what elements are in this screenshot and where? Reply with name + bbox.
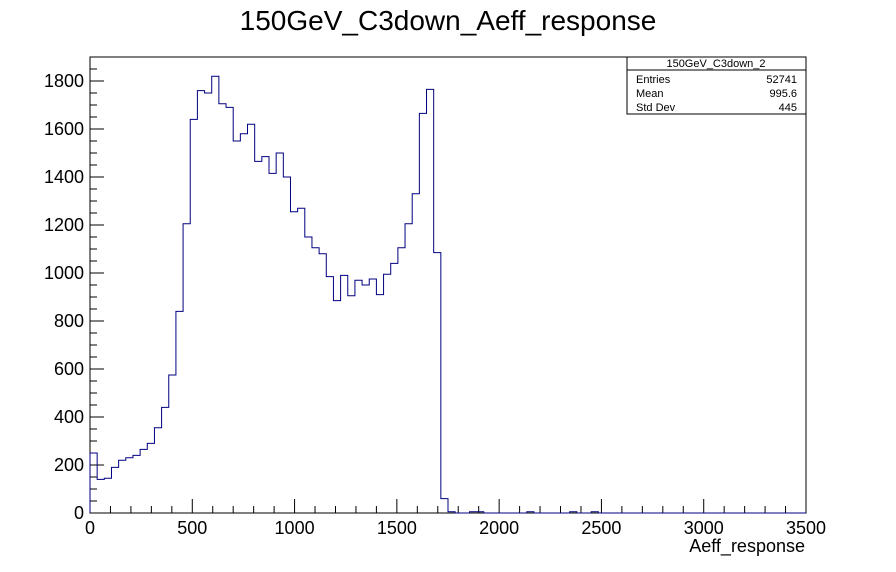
histogram-bin [183,224,190,513]
histogram-bin [333,301,340,513]
histogram-bin [212,76,219,513]
histogram-bin [427,89,434,513]
histogram-bin [441,499,448,513]
y-tick-label: 1400 [44,167,84,187]
histogram-bin [255,161,262,513]
histogram-bin [97,479,104,513]
histogram-bin [290,212,297,513]
stats-box: 150GeV_C3down_2 Entries 52741 Mean 995.6… [626,56,807,115]
y-tick-label: 200 [54,455,84,475]
histogram-bin [147,443,154,513]
y-tick-label: 1600 [44,119,84,139]
histogram-bin [133,455,140,513]
y-axis: 0 200 400 600 800 1000 1200 1400 1600 1800 [44,56,104,523]
histogram-bin [283,177,290,513]
stats-entries-value: 52741 [766,74,797,86]
histogram-bin [412,194,419,513]
histogram-outline [89,75,806,514]
y-tick-label: 1800 [44,71,84,91]
histogram-bin [219,104,226,513]
histogram-bin [384,274,391,513]
histogram-bin [419,113,426,513]
histogram-bin [154,428,161,513]
y-tick-label: 0 [74,503,84,523]
histogram-bin [527,512,534,513]
x-tick-label: 3000 [684,518,724,538]
x-axis-label: Aeff_response [689,536,805,557]
histogram-bin [348,296,355,513]
histogram-bin [376,295,383,513]
histogram-bin [448,512,455,513]
stats-stddev-value: 445 [779,102,797,114]
histogram-bin [434,253,441,513]
histogram-bin [140,449,147,513]
x-axis: 0 500 1000 1500 2000 2500 3000 3500 [85,499,826,538]
histogram-bin [276,153,283,513]
histogram-bin [398,248,405,513]
y-tick-label: 1000 [44,263,84,283]
histogram-bin [319,254,326,513]
histogram-bin [126,458,133,513]
histogram-bin [111,467,118,513]
histogram-bin [405,224,412,513]
x-tick-label: 2500 [581,518,621,538]
histogram-bin [197,91,204,513]
chart-title: 150GeV_C3down_Aeff_response [240,5,657,36]
stats-stddev-label: Std Dev [636,102,676,114]
x-tick-label: 2000 [479,518,519,538]
histogram-bin [205,93,212,513]
histogram-bin [233,141,240,513]
histogram-bin [312,248,319,513]
histogram-bin [262,157,269,513]
histogram-bin [591,512,598,513]
histogram-bin [570,512,577,513]
histogram-bin [248,124,255,513]
stats-mean-label: Mean [636,88,664,100]
y-tick-label: 1200 [44,215,84,235]
histogram-bin [162,407,169,513]
stats-entries-label: Entries [636,74,671,86]
histogram-bin [169,375,176,513]
histogram-bin [190,119,197,513]
histogram-bin [355,280,362,513]
stats-box-frame [626,56,807,115]
histogram-bin [305,237,312,513]
stats-mean-value: 995.6 [769,88,797,100]
x-tick-label: 3500 [786,518,826,538]
x-tick-label: 1000 [275,518,315,538]
histogram-bin [176,311,183,513]
histogram-bin [326,277,333,513]
x-tick-label: 500 [177,518,207,538]
stats-box-name: 150GeV_C3down_2 [666,58,765,70]
y-tick-label: 800 [54,311,84,331]
histogram-bin [369,279,376,513]
histogram-bin [104,478,111,513]
histogram-bin [477,512,484,513]
histogram-bin [240,134,247,513]
y-tick-label: 400 [54,407,84,427]
histogram-bin [119,460,126,513]
histogram-bin [269,173,276,513]
y-tick-label: 600 [54,359,84,379]
histogram-bins [89,75,806,514]
x-tick-label: 1500 [377,518,417,538]
histogram-bin [226,107,233,513]
histogram-bin [362,285,369,513]
histogram-bin [298,208,305,513]
histogram-bin [391,263,398,513]
x-tick-label: 0 [85,518,95,538]
histogram-bin [90,453,97,513]
histogram-bin [469,512,476,513]
histogram-bin [341,275,348,513]
